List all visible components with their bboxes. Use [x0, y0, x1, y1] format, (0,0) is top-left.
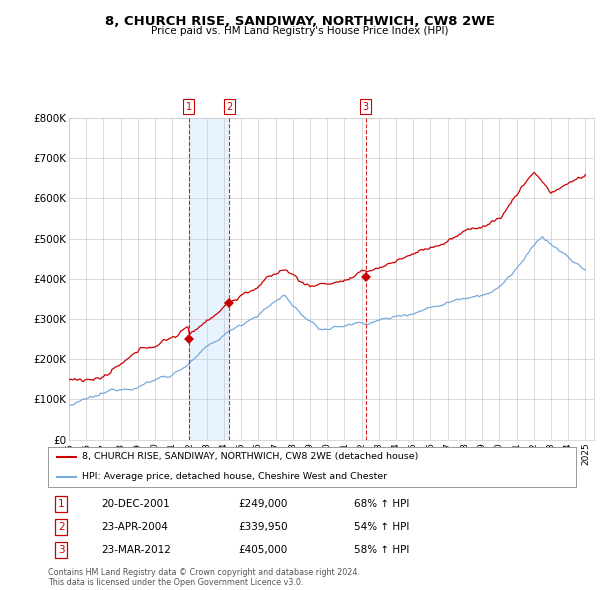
Bar: [189, 118, 229, 440]
Text: 8, CHURCH RISE, SANDIWAY, NORTHWICH, CW8 2WE: 8, CHURCH RISE, SANDIWAY, NORTHWICH, CW8…: [105, 15, 495, 28]
Text: 68% ↑ HPI: 68% ↑ HPI: [354, 499, 410, 509]
Text: 23-MAR-2012: 23-MAR-2012: [101, 545, 170, 555]
Text: 58% ↑ HPI: 58% ↑ HPI: [354, 545, 410, 555]
Text: Contains HM Land Registry data © Crown copyright and database right 2024.
This d: Contains HM Land Registry data © Crown c…: [48, 568, 360, 587]
Text: £249,000: £249,000: [238, 499, 287, 509]
Text: 23-APR-2004: 23-APR-2004: [101, 522, 167, 532]
Text: 2: 2: [58, 522, 65, 532]
Text: HPI: Average price, detached house, Cheshire West and Chester: HPI: Average price, detached house, Ches…: [82, 472, 388, 481]
Text: £339,950: £339,950: [238, 522, 288, 532]
Text: 1: 1: [186, 101, 192, 112]
Text: 2: 2: [226, 101, 232, 112]
Text: £405,000: £405,000: [238, 545, 287, 555]
Text: Price paid vs. HM Land Registry's House Price Index (HPI): Price paid vs. HM Land Registry's House …: [151, 26, 449, 36]
Text: 8, CHURCH RISE, SANDIWAY, NORTHWICH, CW8 2WE (detached house): 8, CHURCH RISE, SANDIWAY, NORTHWICH, CW8…: [82, 452, 419, 461]
Text: 3: 3: [58, 545, 65, 555]
Text: 1: 1: [58, 499, 65, 509]
Text: 20-DEC-2001: 20-DEC-2001: [101, 499, 170, 509]
Text: 3: 3: [362, 101, 368, 112]
Text: 54% ↑ HPI: 54% ↑ HPI: [354, 522, 410, 532]
